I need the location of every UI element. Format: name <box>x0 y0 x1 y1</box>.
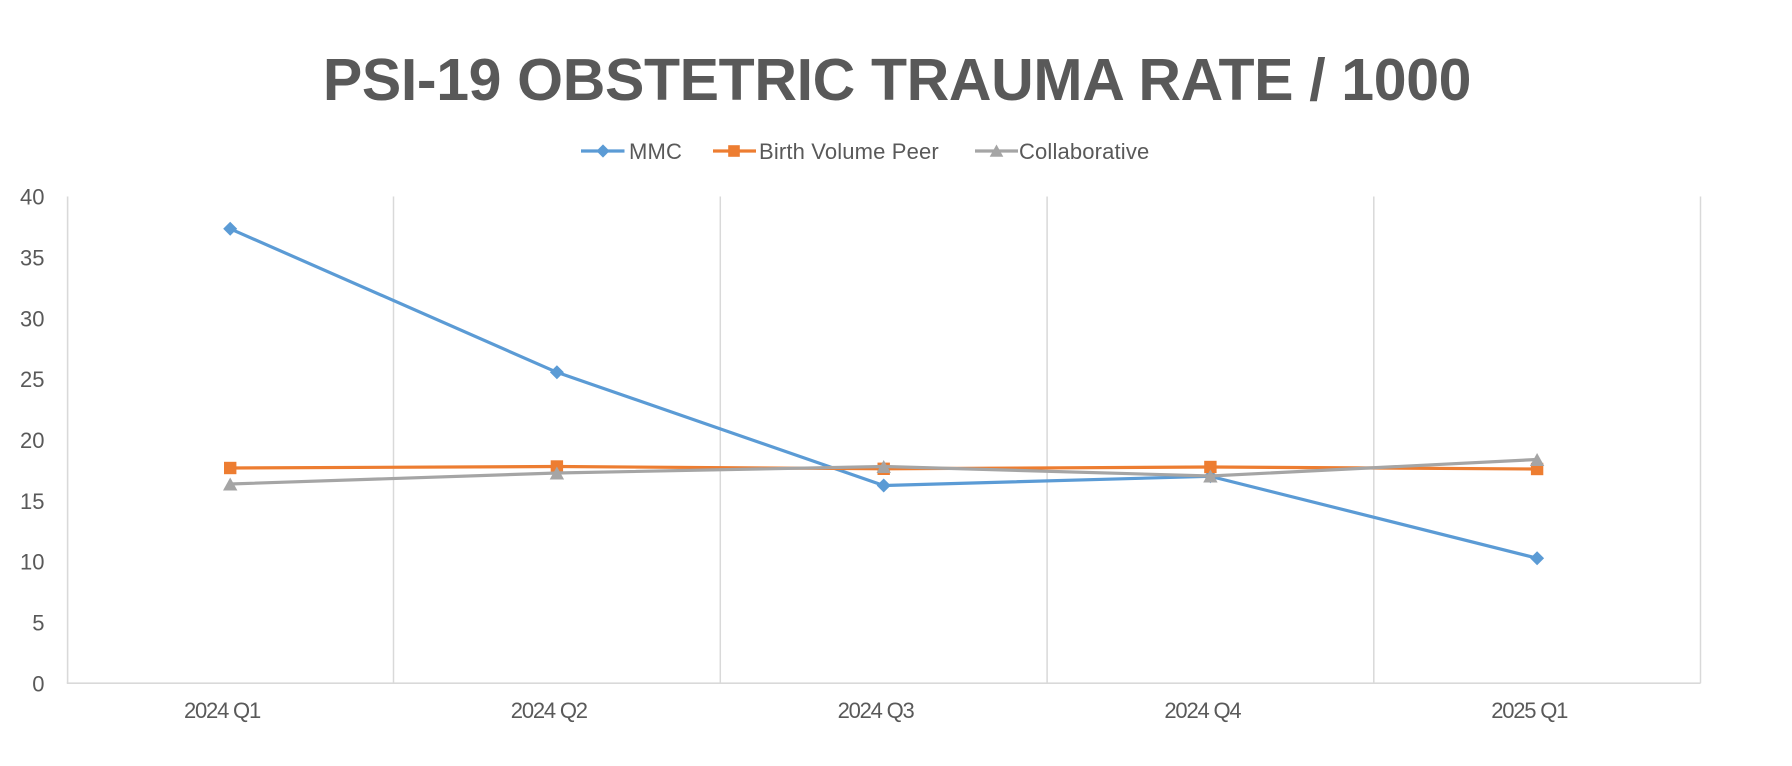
svg-text:10: 10 <box>20 550 44 575</box>
svg-text:MMC: MMC <box>629 139 682 164</box>
svg-text:2024 Q2: 2024 Q2 <box>511 698 588 723</box>
svg-text:25: 25 <box>20 367 44 392</box>
svg-text:15: 15 <box>20 489 44 514</box>
svg-text:40: 40 <box>20 185 44 210</box>
svg-text:2025 Q1: 2025 Q1 <box>1491 698 1568 723</box>
svg-text:5: 5 <box>32 611 44 636</box>
svg-text:Birth Volume Peer: Birth Volume Peer <box>759 139 939 164</box>
svg-text:2024 Q3: 2024 Q3 <box>838 698 915 723</box>
svg-text:Collaborative: Collaborative <box>1019 139 1149 164</box>
svg-text:2024 Q1: 2024 Q1 <box>184 698 261 723</box>
svg-text:20: 20 <box>20 428 44 453</box>
svg-text:PSI-19 OBSTETRIC TRAUMA RATE /: PSI-19 OBSTETRIC TRAUMA RATE / 1000 <box>323 47 1471 113</box>
svg-text:35: 35 <box>20 245 44 270</box>
svg-text:2024 Q4: 2024 Q4 <box>1164 698 1241 723</box>
svg-text:0: 0 <box>32 671 44 696</box>
svg-text:30: 30 <box>20 306 44 331</box>
